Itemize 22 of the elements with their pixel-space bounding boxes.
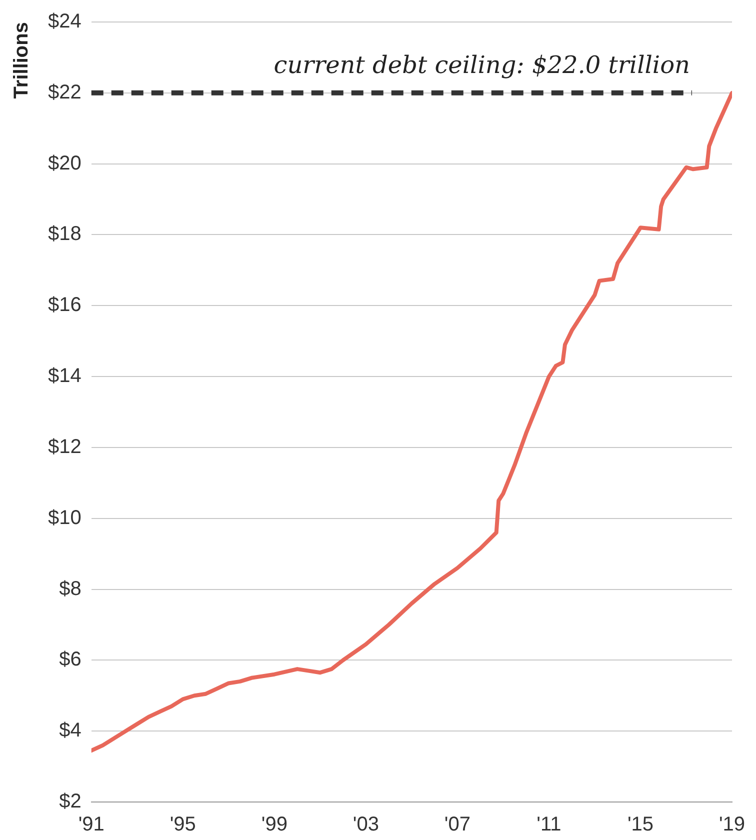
y-tick-label: $2 — [59, 790, 82, 813]
y-tick-label: $24 — [48, 10, 82, 33]
y-axis-title: Trillions — [10, 22, 33, 99]
y-tick-label: $4 — [59, 720, 82, 742]
y-tick-label: $6 — [59, 648, 82, 671]
y-tick-label: $8 — [59, 578, 82, 600]
ref-line-label: current debt ceiling: $22.0 trillion — [274, 51, 690, 80]
y-tick-label: $10 — [48, 506, 82, 529]
x-tick-label: '91 — [78, 814, 104, 836]
x-tick-label: '19 — [718, 814, 746, 836]
x-tick-label: '03 — [352, 814, 379, 836]
y-tick-label: $22 — [48, 81, 82, 104]
x-tick-label: '15 — [627, 814, 654, 836]
x-tick-label: '99 — [261, 814, 288, 836]
y-tick-label: $16 — [48, 294, 82, 316]
x-tick-label: '95 — [170, 814, 196, 836]
y-tick-label: $18 — [48, 223, 82, 246]
y-tick-label: $14 — [48, 365, 82, 388]
x-tick-label: '07 — [444, 814, 470, 836]
x-tick-label: '11 — [536, 814, 562, 836]
y-tick-label: $12 — [48, 436, 82, 458]
y-tick-label: $20 — [48, 152, 82, 174]
